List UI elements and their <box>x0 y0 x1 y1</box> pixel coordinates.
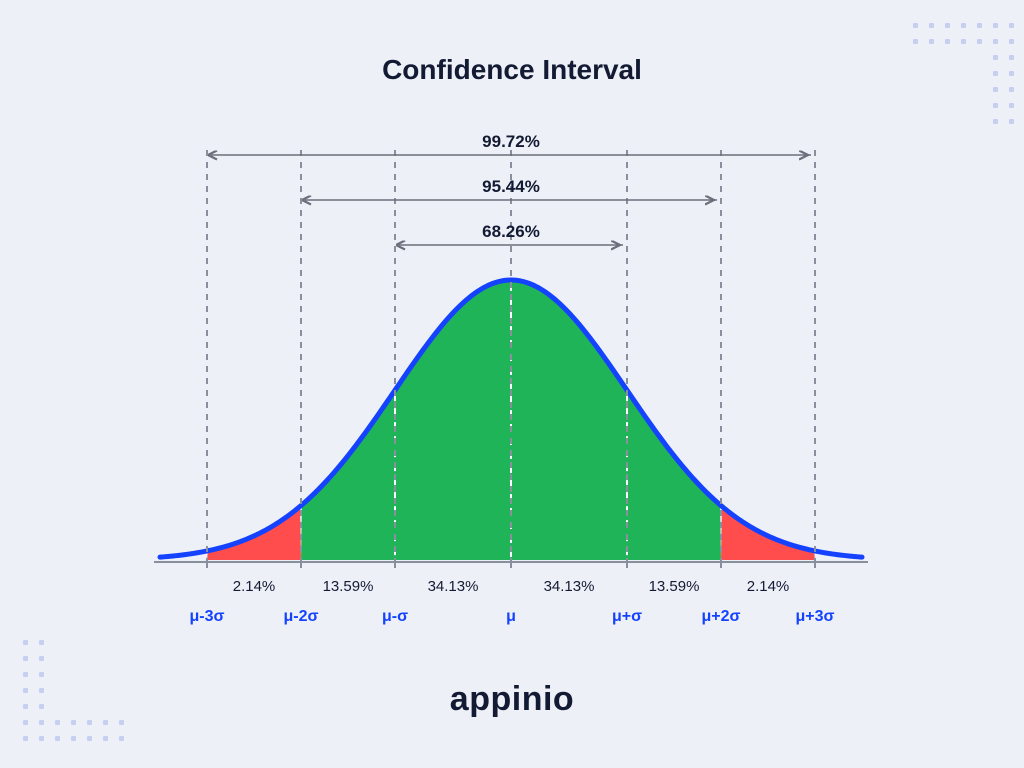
interval-pct-0: 68.26% <box>482 222 540 242</box>
decor-dotgrid <box>23 640 124 741</box>
sigma-label-6: μ+3σ <box>796 608 835 626</box>
region-pct-1: 13.59% <box>323 578 374 595</box>
sigma-label-2: μ-σ <box>382 608 408 626</box>
sigma-label-1: μ-2σ <box>284 608 319 626</box>
sigma-label-3: μ <box>506 608 516 626</box>
region-pct-2: 34.13% <box>428 578 479 595</box>
interval-pct-1: 95.44% <box>482 177 540 197</box>
decor-dotgrid <box>913 23 1014 124</box>
brand-logo: appinio <box>0 680 1024 719</box>
region-pct-3: 34.13% <box>544 578 595 595</box>
sigma-label-0: μ-3σ <box>190 608 225 626</box>
interval-pct-2: 99.72% <box>482 132 540 152</box>
region-pct-5: 2.14% <box>747 578 790 595</box>
confidence-interval-chart <box>0 0 1024 768</box>
sigma-label-5: μ+2σ <box>702 608 741 626</box>
region-pct-4: 13.59% <box>649 578 700 595</box>
sigma-label-4: μ+σ <box>612 608 642 626</box>
region-pct-0: 2.14% <box>233 578 276 595</box>
